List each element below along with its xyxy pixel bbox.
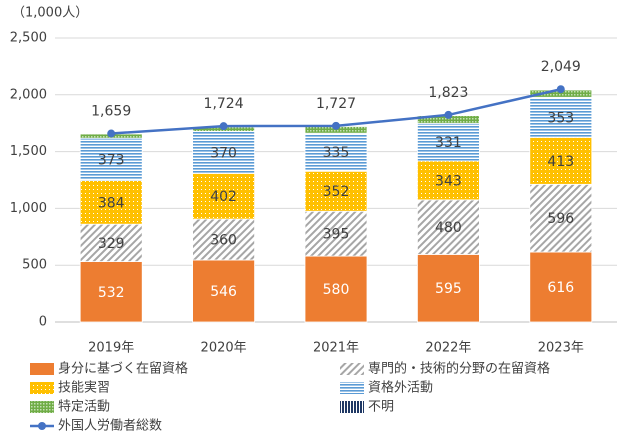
- data-label: 402: [210, 189, 237, 205]
- legend-swatch: [30, 382, 54, 394]
- data-label: 596: [547, 211, 574, 227]
- data-label: 343: [435, 173, 462, 189]
- y-tick-label: 1,500: [10, 144, 47, 159]
- bar-segment: [79, 261, 143, 323]
- line-label: 2,049: [541, 59, 581, 75]
- line-label: 1,727: [316, 96, 356, 112]
- bar-segment: [529, 183, 593, 253]
- legend-swatch: [30, 401, 54, 413]
- data-label: 384: [98, 195, 125, 211]
- data-label: 331: [435, 135, 462, 151]
- data-label: 595: [435, 281, 462, 297]
- bar-segment: [192, 218, 256, 261]
- legend-marker: [38, 422, 46, 430]
- data-label: 352: [323, 184, 350, 200]
- legend-label: 資格外活動: [368, 380, 433, 396]
- x-tick-label: 2019年: [88, 341, 134, 356]
- bar-segment: [304, 255, 368, 323]
- bar-segment: [79, 180, 143, 225]
- y-tick-label: 500: [22, 258, 47, 273]
- x-tick-label: 2021年: [313, 341, 359, 356]
- bar-segment: [529, 136, 593, 185]
- data-label: 360: [210, 233, 237, 249]
- y-tick-label: 0: [39, 315, 47, 330]
- line-marker: [219, 122, 228, 131]
- data-label: 370: [210, 145, 237, 161]
- data-label: 413: [547, 154, 574, 170]
- legend-label: 外国人労働者総数: [58, 419, 162, 434]
- bar-segment: [416, 254, 480, 323]
- x-tick-label: 2020年: [201, 341, 247, 356]
- bar-segment: [192, 173, 256, 220]
- legend-label: 特定活動: [58, 400, 110, 415]
- bar-segment: [529, 96, 593, 138]
- legend-label: 身分に基づく在留資格: [58, 361, 188, 377]
- x-tick-label: 2023年: [538, 341, 584, 356]
- legend-swatch: [340, 382, 364, 394]
- data-label: 546: [210, 284, 237, 300]
- bar-segment: [416, 160, 480, 201]
- legend-label: 不明: [368, 400, 394, 415]
- line-marker: [332, 121, 340, 130]
- data-label: 480: [435, 220, 462, 236]
- data-label: 616: [547, 280, 574, 296]
- line-marker: [444, 110, 453, 119]
- data-label: 395: [323, 227, 350, 243]
- y-axis-label: （1,000人）: [12, 6, 88, 21]
- data-label: 329: [98, 236, 125, 252]
- legend-swatch: [340, 363, 364, 375]
- bar-segment: [529, 251, 593, 323]
- data-label: 373: [98, 152, 125, 168]
- line-label: 1,659: [91, 104, 131, 120]
- legend-swatch: [340, 401, 364, 413]
- y-tick-label: 2,000: [10, 87, 47, 102]
- bar-segment: [304, 170, 368, 212]
- y-tick-label: 1,000: [10, 201, 47, 216]
- line-label: 1,724: [204, 96, 244, 112]
- bar-segment: [416, 199, 480, 255]
- data-label: 532: [98, 285, 125, 301]
- data-label: 353: [547, 110, 574, 126]
- line-marker: [556, 85, 565, 94]
- bar-segment: [192, 130, 256, 174]
- bar-segment: [304, 210, 368, 257]
- bar-segment: [416, 122, 480, 162]
- bar-segment: [79, 223, 143, 262]
- data-label: 335: [323, 145, 350, 161]
- line-label: 1,823: [428, 85, 468, 101]
- legend-label: 技能実習: [58, 380, 110, 396]
- x-tick-label: 2022年: [425, 341, 471, 356]
- legend-label: 専門的・技術的分野の在留資格: [368, 361, 550, 377]
- legend-swatch: [30, 363, 54, 375]
- data-label: 580: [323, 282, 350, 298]
- line-marker: [107, 129, 116, 138]
- y-tick-label: 2,500: [10, 31, 47, 46]
